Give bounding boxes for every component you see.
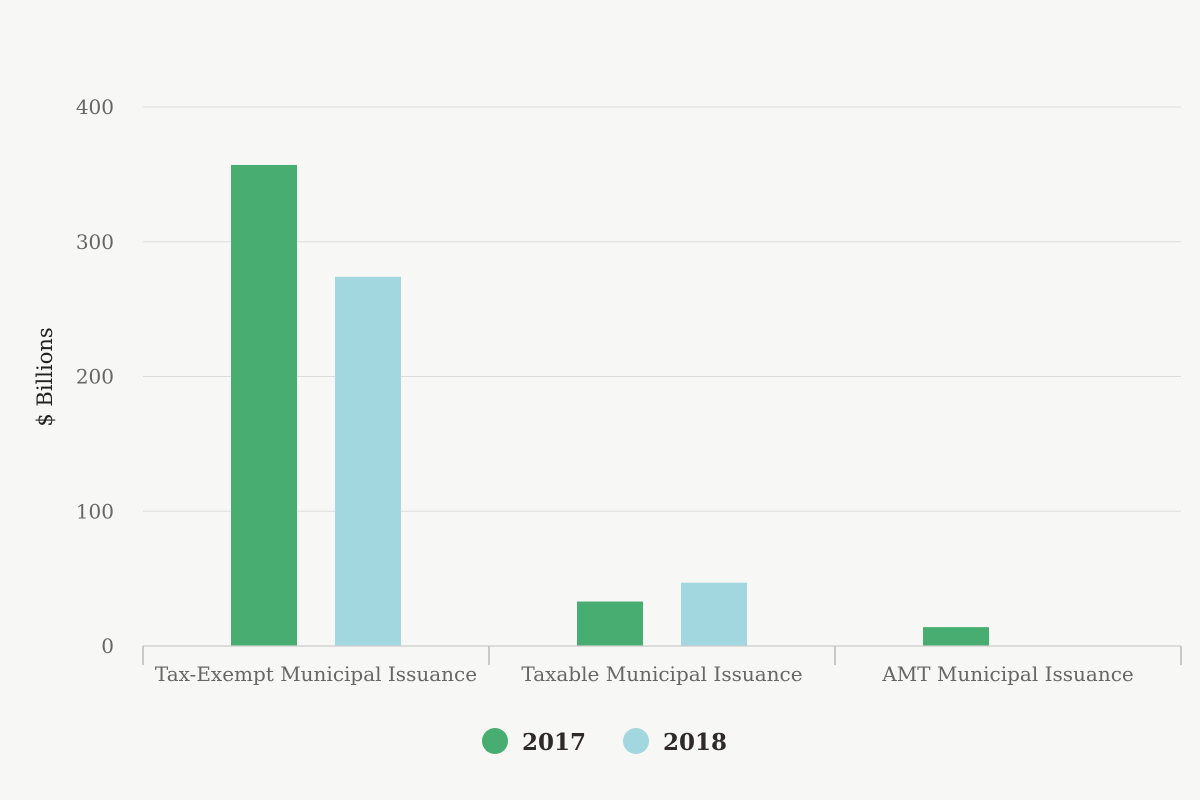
legend-swatch	[482, 728, 508, 754]
legend-swatch	[623, 728, 649, 754]
bar-2018-1[interactable]	[681, 582, 747, 646]
y-tick-label: 300	[76, 230, 114, 254]
bar-2017-2[interactable]	[923, 627, 989, 646]
x-category-label: AMT Municipal Issuance	[881, 662, 1133, 686]
bar-2017-1[interactable]	[577, 601, 643, 646]
y-tick-label: 100	[76, 499, 114, 523]
y-tick-label: 400	[76, 95, 114, 119]
legend-item-2018[interactable]: 2018	[623, 728, 727, 756]
y-axis-title: $ Billions	[33, 327, 57, 426]
x-category-label: Taxable Municipal Issuance	[521, 662, 802, 686]
grid-layer	[143, 106, 1181, 512]
labels-layer: 0 100 200 300 400 Tax-Exempt Municipal Issuan…	[76, 95, 1134, 686]
bars-layer	[231, 164, 989, 646]
bar-2018-0[interactable]	[335, 276, 401, 646]
legend-item-2017[interactable]: 2017	[482, 728, 586, 756]
legend-label: 2017	[522, 729, 586, 756]
legend: 2017 2018	[482, 728, 727, 756]
y-tick-label: 0	[101, 634, 114, 658]
axis-layer	[142, 645, 1182, 665]
y-tick-label: 200	[76, 365, 114, 389]
legend-label: 2018	[663, 729, 727, 756]
bar-2017-0[interactable]	[231, 164, 297, 646]
x-category-label: Tax-Exempt Municipal Issuance	[155, 662, 477, 686]
